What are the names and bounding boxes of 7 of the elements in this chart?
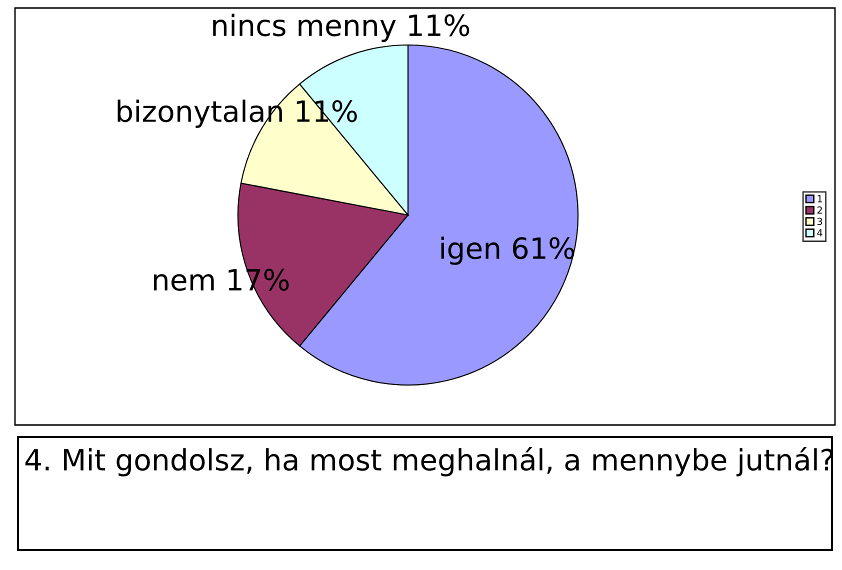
data-label: nincs menny 11% (213, 14, 470, 42)
legend-label: 4 (817, 229, 822, 236)
text: 4. Mit gondolsz, ha most meghalnál, a mennybe jutnál? (25, 447, 833, 476)
legend-label: 3 (817, 218, 822, 226)
data-label: igen 61% (441, 236, 574, 265)
legend-label: 2 (817, 206, 822, 214)
legend-label: 1 (818, 195, 822, 202)
